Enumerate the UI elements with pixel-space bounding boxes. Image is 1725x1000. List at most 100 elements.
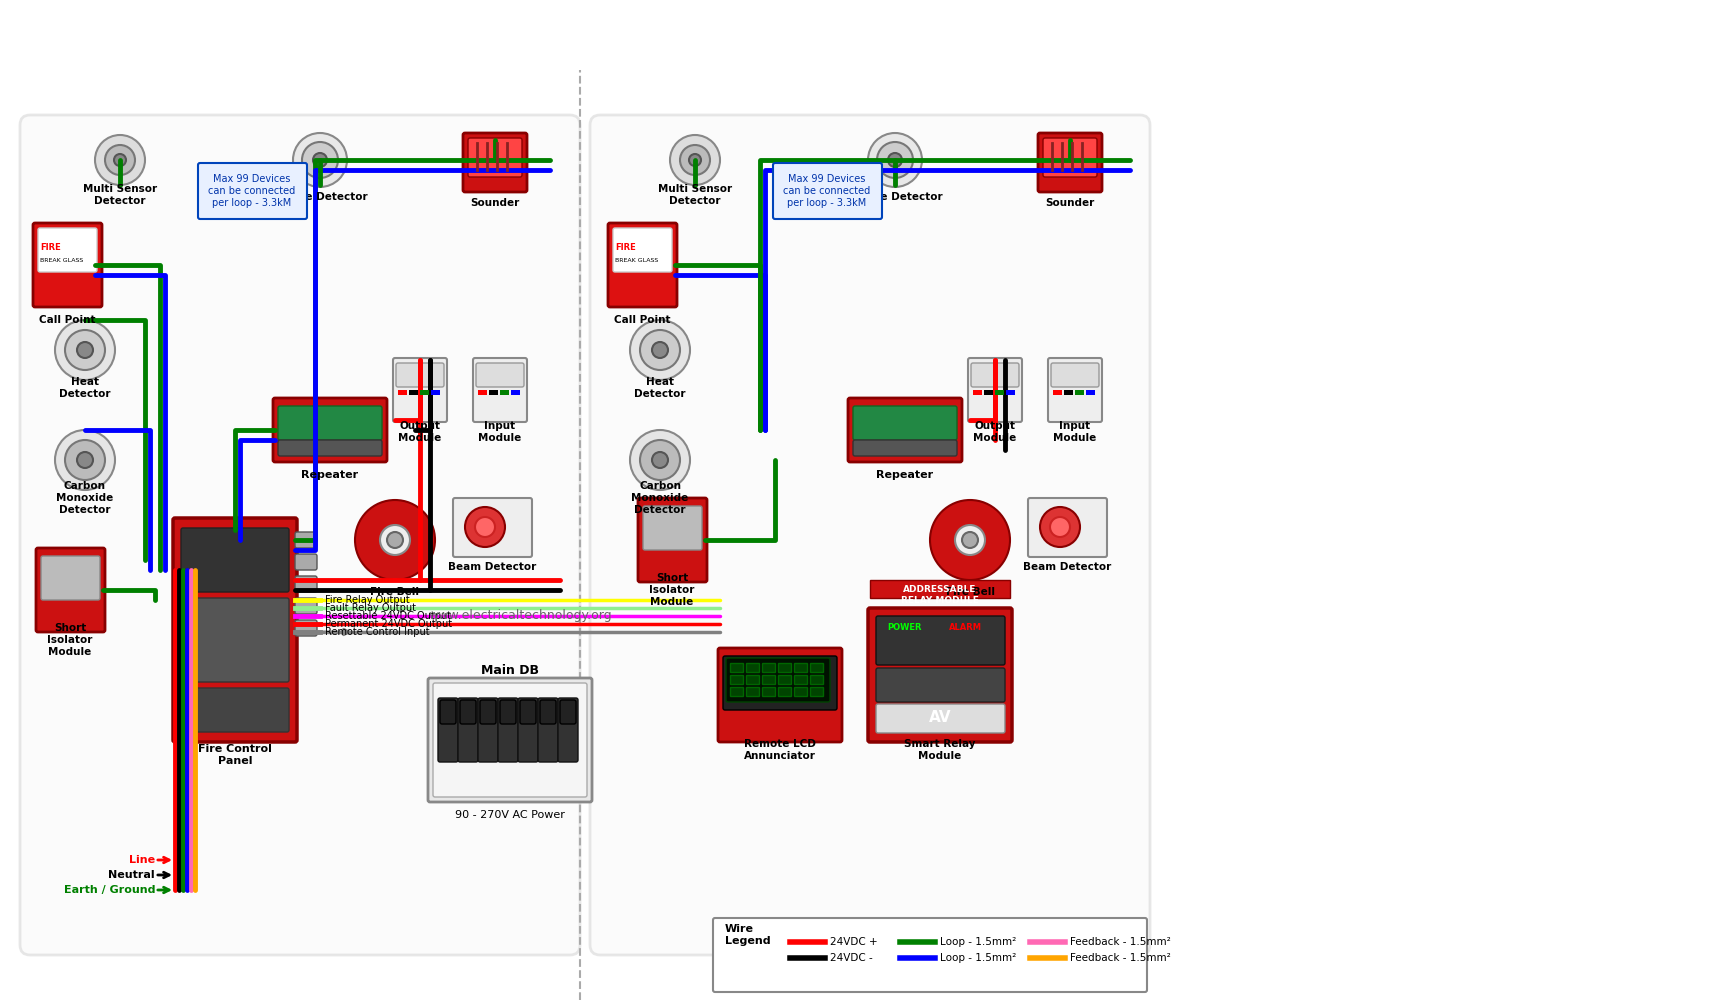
FancyBboxPatch shape <box>500 700 516 724</box>
Text: ADDRESSABLE
RELAY MODULE: ADDRESSABLE RELAY MODULE <box>900 585 980 605</box>
Bar <box>811 663 823 672</box>
Text: FIRE: FIRE <box>616 242 637 251</box>
Circle shape <box>888 153 902 167</box>
FancyBboxPatch shape <box>428 678 592 802</box>
Circle shape <box>380 525 411 555</box>
FancyBboxPatch shape <box>538 698 557 762</box>
Circle shape <box>55 320 116 380</box>
FancyBboxPatch shape <box>718 648 842 742</box>
Circle shape <box>1051 517 1069 537</box>
Bar <box>794 675 807 684</box>
FancyBboxPatch shape <box>478 698 499 762</box>
Bar <box>398 390 407 395</box>
FancyBboxPatch shape <box>773 163 881 219</box>
Circle shape <box>466 507 505 547</box>
Text: 24VDC +: 24VDC + <box>830 937 878 947</box>
Text: Carbon
Monoxide
Detector: Carbon Monoxide Detector <box>631 481 688 515</box>
FancyBboxPatch shape <box>38 228 97 272</box>
FancyBboxPatch shape <box>519 700 536 724</box>
Bar <box>745 687 759 696</box>
Text: Input
Module: Input Module <box>478 421 521 443</box>
Bar <box>794 663 807 672</box>
Bar <box>730 687 743 696</box>
FancyBboxPatch shape <box>968 358 1021 422</box>
Text: Earth / Ground: Earth / Ground <box>64 885 155 895</box>
Circle shape <box>66 440 105 480</box>
FancyBboxPatch shape <box>1038 133 1102 192</box>
Circle shape <box>640 440 680 480</box>
FancyBboxPatch shape <box>295 532 317 548</box>
Text: Carbon
Monoxide
Detector: Carbon Monoxide Detector <box>57 481 114 515</box>
Text: Permanent 24VDC Output: Permanent 24VDC Output <box>324 619 452 629</box>
Text: Max 99 Devices
can be connected
per loop - 3.3kM: Max 99 Devices can be connected per loop… <box>209 174 295 208</box>
FancyBboxPatch shape <box>612 228 673 272</box>
Bar <box>794 687 807 696</box>
FancyBboxPatch shape <box>467 138 523 177</box>
FancyBboxPatch shape <box>723 656 837 710</box>
Bar <box>762 663 775 672</box>
FancyBboxPatch shape <box>561 700 576 724</box>
FancyBboxPatch shape <box>454 498 531 557</box>
FancyBboxPatch shape <box>440 700 455 724</box>
Bar <box>762 687 775 696</box>
Circle shape <box>930 500 1011 580</box>
Text: Smart Relay
Module: Smart Relay Module <box>904 739 976 761</box>
Circle shape <box>640 330 680 370</box>
FancyBboxPatch shape <box>172 518 297 742</box>
FancyBboxPatch shape <box>1044 138 1097 177</box>
FancyBboxPatch shape <box>643 506 702 550</box>
Bar <box>1006 390 1014 395</box>
Text: AV: AV <box>928 710 950 726</box>
Bar <box>983 390 994 395</box>
Bar <box>995 390 1004 395</box>
Circle shape <box>55 430 116 490</box>
FancyBboxPatch shape <box>459 698 478 762</box>
Circle shape <box>78 452 93 468</box>
Text: Main DB: Main DB <box>481 664 538 676</box>
Bar <box>1052 390 1063 395</box>
FancyBboxPatch shape <box>638 498 707 582</box>
Circle shape <box>355 500 435 580</box>
Text: www.electricaltechnology.org: www.electricaltechnology.org <box>428 608 612 621</box>
Text: Fire Bell: Fire Bell <box>945 587 995 597</box>
FancyBboxPatch shape <box>295 576 317 592</box>
Bar <box>500 390 509 395</box>
FancyBboxPatch shape <box>607 223 676 307</box>
FancyBboxPatch shape <box>36 548 105 632</box>
Bar <box>431 390 440 395</box>
Bar <box>745 663 759 672</box>
Circle shape <box>630 320 690 380</box>
FancyBboxPatch shape <box>540 700 555 724</box>
Circle shape <box>293 133 347 187</box>
Bar <box>869 580 1011 598</box>
Text: Heat
Detector: Heat Detector <box>635 377 687 399</box>
FancyBboxPatch shape <box>518 698 538 762</box>
Bar <box>778 663 792 672</box>
Bar <box>778 675 792 684</box>
Circle shape <box>302 142 338 178</box>
FancyBboxPatch shape <box>181 688 290 732</box>
Circle shape <box>114 154 126 166</box>
FancyBboxPatch shape <box>21 115 580 955</box>
Text: Heat
Detector: Heat Detector <box>59 377 110 399</box>
Text: Neutral: Neutral <box>109 870 155 880</box>
Bar <box>762 675 775 684</box>
FancyBboxPatch shape <box>1051 363 1099 387</box>
Bar <box>778 687 792 696</box>
FancyBboxPatch shape <box>295 554 317 570</box>
Text: BREAK GLASS: BREAK GLASS <box>40 257 83 262</box>
Circle shape <box>956 525 985 555</box>
Text: Line: Line <box>129 855 155 865</box>
Text: 90 - 270V AC Power: 90 - 270V AC Power <box>455 810 566 820</box>
FancyBboxPatch shape <box>499 698 518 762</box>
Text: BREAK GLASS: BREAK GLASS <box>616 257 659 262</box>
FancyBboxPatch shape <box>476 363 524 387</box>
FancyBboxPatch shape <box>849 398 963 462</box>
Text: Beam Detector: Beam Detector <box>448 562 536 572</box>
Text: Remote Control Input: Remote Control Input <box>324 627 430 637</box>
Bar <box>811 675 823 684</box>
FancyBboxPatch shape <box>852 440 957 456</box>
FancyBboxPatch shape <box>278 440 381 456</box>
FancyBboxPatch shape <box>33 223 102 307</box>
Bar <box>1075 390 1083 395</box>
